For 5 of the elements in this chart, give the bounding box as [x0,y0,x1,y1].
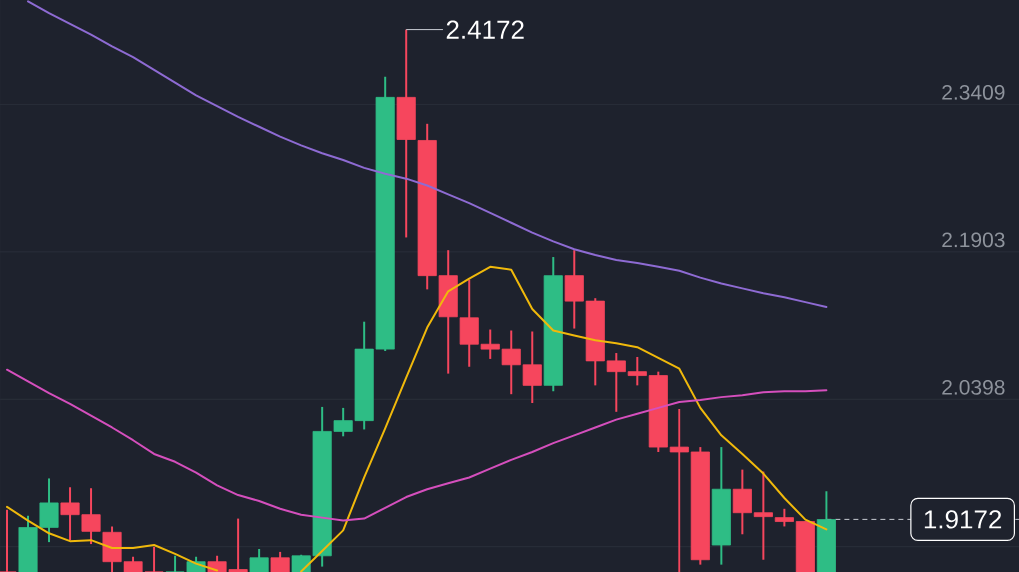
annotation: 2.4172 [446,20,524,39]
y-tick-label: 2.0398 [942,379,1005,395]
y-tick-label: 2.1903 [942,232,1005,248]
y-tick-label: 2.3409 [942,84,1005,100]
ref-line-label: 1.9172 [924,510,1002,529]
